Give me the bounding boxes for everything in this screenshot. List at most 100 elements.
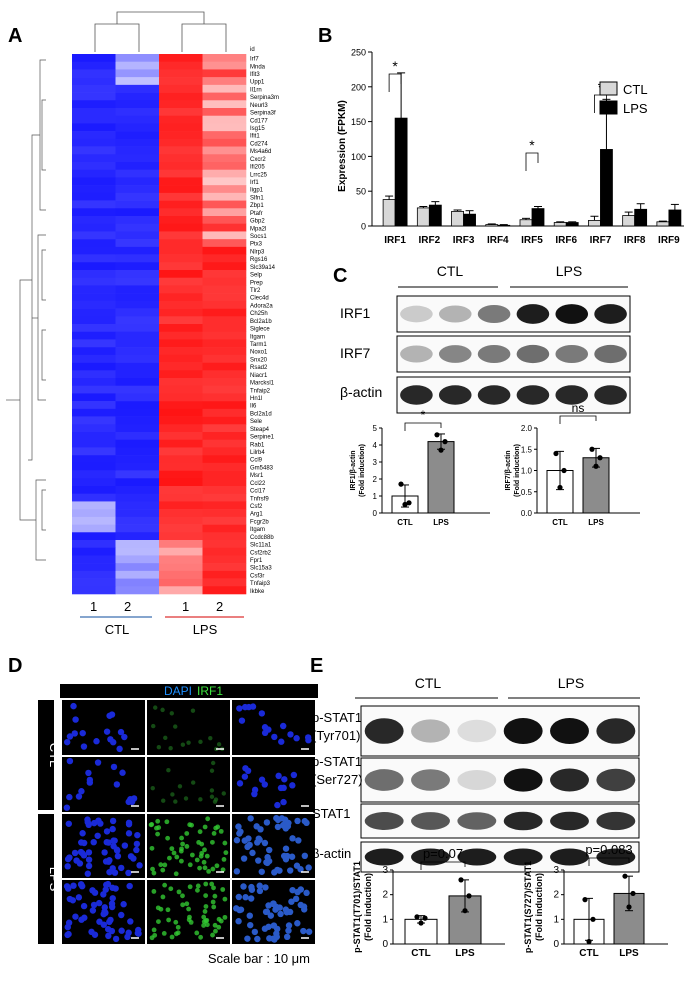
dapi-nucleus [64,863,71,870]
irf1-signal [210,839,215,845]
irf1-signal [211,831,217,836]
heatmap-cell [202,185,247,194]
heatmap-cell [202,540,247,549]
heatmap-cell [159,185,203,194]
irf1-signal [187,914,192,920]
y-tick-label: 1.5 [521,445,533,454]
pstat1-s727-band [550,768,589,792]
dapi-nucleus [65,919,73,926]
irf7-band [555,344,589,364]
gene-label: Socs1 [250,234,267,240]
heatmap-cell [202,300,247,309]
merged-nucleus [235,918,242,925]
lps-row-label: LPS [47,867,62,892]
stat1-band [457,812,497,830]
irf1-label: IRF1 [197,684,223,698]
merged-nucleus [295,837,302,844]
x-tick-label: CTL [397,518,413,527]
gene-label: Rgs16 [250,257,268,263]
irf1-signal [218,828,224,834]
y-tick-label: 3 [382,865,388,876]
gene-label: Isg15 [250,126,265,132]
gene-label: Cd274 [250,141,268,147]
heatmap-cell [72,493,116,502]
irf1-signal [168,746,173,751]
id-label: id [250,47,255,53]
heatmap-cell [159,246,203,255]
actin-band [477,385,511,405]
heatmap-cell [159,69,203,78]
blot-e-row3-l1: STAT1 [312,806,351,821]
data-point [553,450,559,457]
irf7-band [516,344,550,364]
panel-label-b: B [318,25,332,47]
heatmap-cell [115,424,160,433]
heatmap-cell [159,563,203,572]
y-label-line2: (Fold induction) [514,444,521,497]
gene-label: Steap4 [250,427,270,433]
heatmap-cell [159,486,203,495]
gene-label: Ifit3 [250,72,260,78]
y-tick-label: 50 [356,187,366,197]
dapi-nucleus [114,852,122,860]
x-tick-label: IRF1 [384,235,406,246]
y-label-line2: (Fold induction) [534,873,544,941]
irf1-signal [161,931,167,936]
merged-nucleus [253,823,260,830]
dapi-nucleus [100,891,107,898]
heatmap-cell [72,262,116,271]
dapi-nucleus [100,910,107,918]
heatmap-cell [159,578,203,587]
heatmap-cell [72,439,116,448]
heatmap-cell [72,69,116,78]
heatmap-cell [72,462,116,471]
merged-nucleus [240,855,248,862]
merged-nucleus [256,882,263,889]
dapi-nucleus [110,763,118,771]
pstat1-y701-frame [360,705,640,757]
dapi-nucleus [118,864,125,872]
micrograph-tile [147,880,230,944]
sig-label: * [421,408,426,422]
y-tick-label: 1 [373,492,378,501]
gene-label: Cd177 [250,118,268,124]
irf1-signal [202,824,208,830]
merged-nucleus [235,823,242,830]
panel-d-header [60,684,318,698]
irf1-signal [201,859,207,865]
irf1-signal [212,922,218,928]
dapi-nucleus [116,745,123,753]
heatmap-cell [72,362,116,371]
heatmap-cell [115,470,160,479]
irf1-signal [180,893,185,899]
data-point [589,446,595,452]
dapi-nucleus [90,901,98,909]
irf1-signal [202,909,208,914]
irf1-signal [203,881,209,887]
data-point [466,893,472,899]
heatmap-cell [115,308,160,317]
heatmap-cell [115,177,160,186]
x-tick-label: LPS [433,518,449,527]
irf1-signal [212,799,218,804]
heatmap-cell [115,578,160,587]
dapi-nucleus [121,842,129,849]
pstat1-y701-band [411,719,450,743]
heatmap-cell [202,285,247,294]
dapi-nucleus [79,729,86,737]
data-point [626,904,632,910]
sig-bracket [420,861,466,870]
heatmap-cell [115,54,160,63]
y-label-line1: IRF1/β-actin [350,450,357,490]
heatmap-cell [115,478,160,487]
gene-label: Itgam [250,334,265,340]
heatmap-cell [72,408,116,417]
heatmap-cell [159,432,203,441]
merged-nucleus [275,772,282,780]
data-point [414,914,420,920]
dapi-nucleus [80,839,88,847]
dapi-nucleus [65,930,72,938]
merged-nucleus [256,887,264,895]
heatmap-cell [72,200,116,209]
